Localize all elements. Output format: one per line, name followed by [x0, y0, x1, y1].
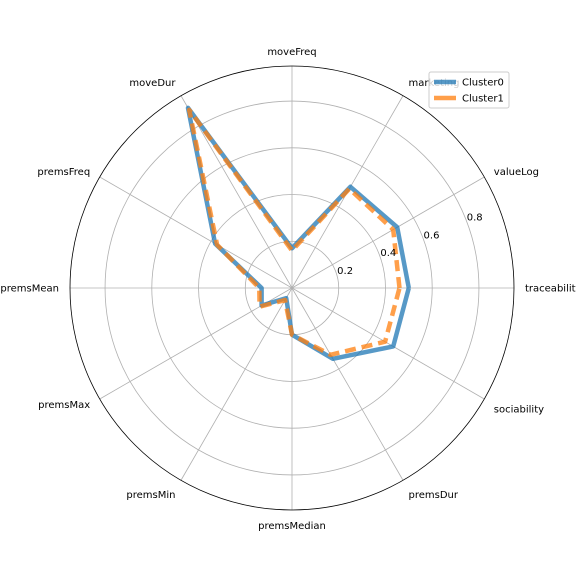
radial-tick-label: 0.8 [467, 212, 483, 223]
axis-label-premsfreq: premsFreq [37, 167, 90, 178]
legend-label-cluster0: Cluster0 [462, 78, 504, 89]
polar-frame [69, 65, 515, 511]
radial-tick-label: 0.6 [424, 230, 440, 241]
axis-line-11 [291, 287, 485, 400]
axis-label-premsmax: premsMax [38, 400, 90, 411]
axis-label-movefreq: moveFreq [267, 47, 316, 58]
radial-tick-labels: 0.2 0.4 0.6 0.8 [337, 212, 482, 277]
axis-line-5 [99, 176, 293, 289]
axis-line-1 [291, 176, 485, 289]
axis-label-premsdur: premsDur [409, 490, 459, 501]
series-line-cluster0 [185, 105, 412, 362]
radial-tick-label: 0.4 [380, 248, 396, 259]
axis-label-valuelog: valueLog [494, 167, 539, 178]
angular-axes [70, 66, 514, 510]
axis-label-traceability: traceability [525, 284, 576, 295]
series-lines [185, 105, 412, 362]
axis-line-4 [180, 95, 293, 289]
legend-label-cluster1: Cluster1 [462, 94, 504, 105]
legend: Cluster0 Cluster1 [428, 71, 510, 109]
axis-labels: traceabilityvalueLogmarketingmoveFreqmov… [0, 47, 576, 532]
axis-line-8 [180, 287, 293, 481]
axis-label-movedur: moveDur [129, 78, 176, 89]
axis-label-premsmin: premsMin [126, 490, 175, 501]
axis-line-10 [291, 287, 404, 481]
axis-label-premsmean: premsMean [0, 284, 59, 295]
radial-tick-label: 0.2 [337, 266, 353, 277]
series-line-cluster1 [186, 107, 402, 358]
axis-label-sociability: sociability [494, 405, 544, 416]
axis-label-premsmedian: premsMedian [258, 521, 326, 532]
